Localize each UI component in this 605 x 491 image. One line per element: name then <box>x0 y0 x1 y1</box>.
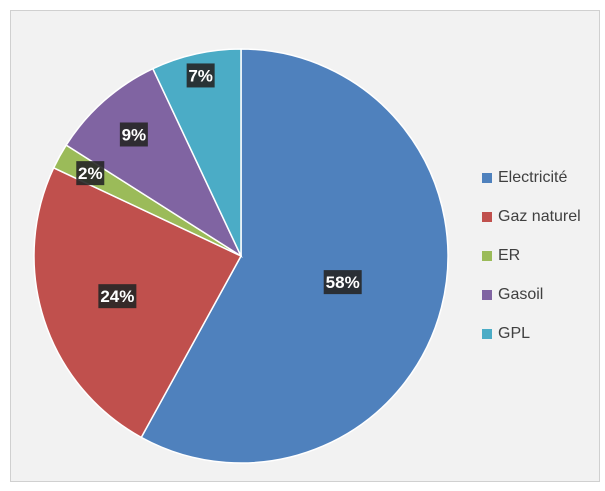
legend-item-er: ER <box>482 246 602 266</box>
legend-label: Electricité <box>498 169 568 186</box>
data-label-box <box>186 63 215 88</box>
legend-label: Gaz naturel <box>498 208 581 225</box>
legend-label: Gasoil <box>498 286 544 303</box>
legend-item-gasoil: Gasoil <box>482 285 602 305</box>
data-label-text: 2% <box>78 164 103 183</box>
data-label-box <box>98 284 137 309</box>
data-label-box <box>119 122 148 147</box>
data-label-0: 58% <box>323 270 362 295</box>
data-label-2: 2% <box>76 161 105 186</box>
legend-item-gaz-naturel: Gaz naturel <box>482 207 602 227</box>
legend-label: GPL <box>498 325 531 342</box>
pie-slice-4 <box>151 48 242 257</box>
legend-item-electricite: Electricité <box>482 168 602 188</box>
chart-legend: Electricité Gaz naturel ER Gasoil GPL <box>482 168 602 344</box>
data-label-4: 7% <box>186 63 215 88</box>
legend-label: ER <box>498 247 521 264</box>
data-label-1: 24% <box>98 284 137 309</box>
legend-swatch <box>482 329 492 339</box>
legend-swatch <box>482 251 492 261</box>
pie-slice-1 <box>33 166 243 439</box>
data-label-text: 24% <box>100 287 134 306</box>
data-label-text: 9% <box>122 125 147 144</box>
data-label-box <box>76 161 105 186</box>
pie-slice-3 <box>65 67 243 259</box>
data-label-3: 9% <box>119 122 148 147</box>
legend-swatch <box>482 212 492 222</box>
data-label-text: 58% <box>326 273 360 292</box>
legend-item-gpl: GPL <box>482 324 602 344</box>
data-label-text: 7% <box>188 66 213 85</box>
data-label-box <box>323 270 362 295</box>
legend-swatch <box>482 290 492 300</box>
pie-slice-0 <box>140 48 449 464</box>
legend-swatch <box>482 173 492 183</box>
